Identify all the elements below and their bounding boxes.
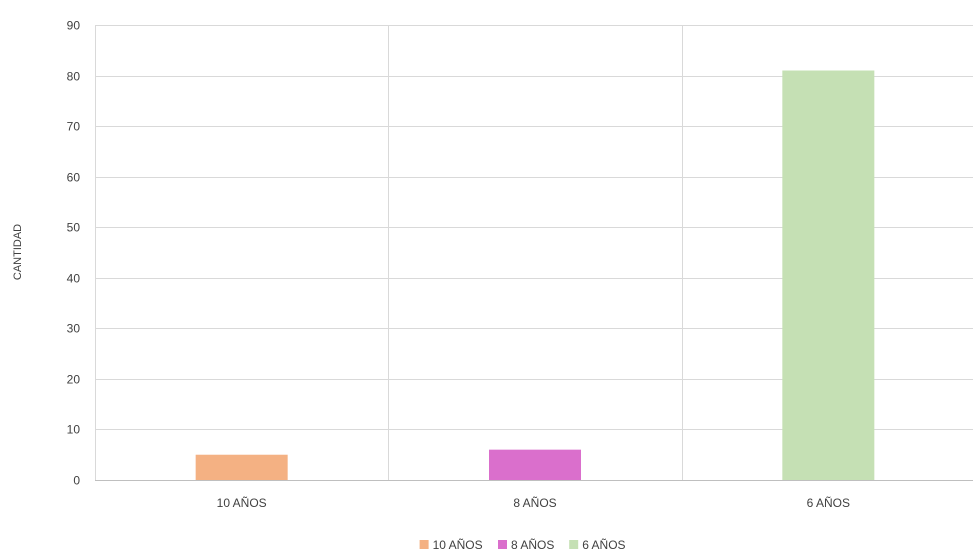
x-tick-label: 8 AÑOS: [513, 496, 556, 510]
y-tick-label: 50: [67, 221, 81, 235]
y-tick-label: 40: [67, 272, 81, 286]
bars: [195, 70, 875, 480]
y-tick-labels: 0 10 20 30 40 50 60 70 80 90: [67, 19, 81, 488]
legend-swatch: [419, 540, 429, 549]
legend-swatch: [569, 540, 579, 549]
bar: [782, 70, 875, 480]
y-tick-label: 60: [67, 171, 81, 185]
legend-label: 8 AÑOS: [511, 538, 554, 552]
y-tick-label: 20: [67, 373, 81, 387]
y-tick-label: 10: [67, 423, 81, 437]
y-tick-label: 90: [67, 19, 81, 33]
y-axis-title: CANTIDAD: [12, 224, 24, 280]
gridlines: [95, 25, 973, 481]
legend-label: 6 AÑOS: [582, 538, 625, 552]
y-tick-label: 80: [67, 70, 81, 84]
y-tick-label: 30: [67, 322, 81, 336]
x-tick-labels: 10 AÑOS 8 AÑOS 6 AÑOS: [217, 496, 850, 510]
y-tick-label: 70: [67, 120, 81, 134]
x-tick-label: 10 AÑOS: [217, 496, 267, 510]
x-tick-label: 6 AÑOS: [807, 496, 850, 510]
bar: [489, 449, 581, 480]
legend-label: 10 AÑOS: [433, 538, 483, 552]
legend: 10 AÑOS 8 AÑOS 6 AÑOS: [419, 538, 626, 552]
bar: [195, 454, 288, 480]
y-tick-label: 0: [73, 474, 80, 488]
legend-swatch: [498, 540, 507, 549]
